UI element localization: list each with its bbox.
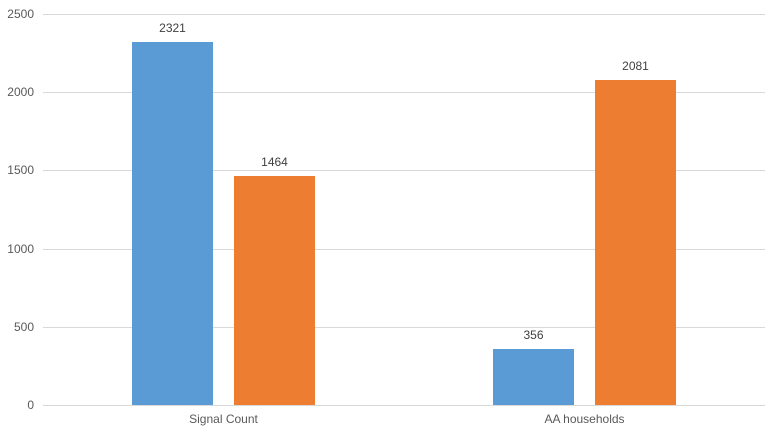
y-tick-label: 2500	[7, 7, 34, 21]
bar-series-1-signal-count	[234, 176, 315, 405]
y-tick-label: 1500	[7, 163, 34, 177]
bar-data-label: 356	[523, 328, 544, 342]
bar-series-0-signal-count	[132, 42, 213, 405]
x-axis-line	[43, 404, 765, 406]
x-category-label: Signal Count	[189, 412, 258, 426]
gridline	[43, 248, 765, 250]
y-tick-label: 500	[13, 320, 34, 334]
bar-data-label: 2081	[622, 59, 649, 73]
bar-series-0-aa-households	[493, 349, 574, 405]
y-tick-label: 0	[27, 398, 34, 412]
bar-series-1-aa-households	[595, 80, 676, 405]
y-tick-label: 1000	[7, 242, 34, 256]
gridline	[43, 91, 765, 93]
gridline	[43, 326, 765, 328]
bar-data-label: 2321	[159, 21, 186, 35]
x-category-label: AA households	[544, 412, 625, 426]
gridline	[43, 13, 765, 15]
bar-data-label: 1464	[261, 155, 288, 169]
y-tick-label: 2000	[7, 85, 34, 99]
gridline	[43, 169, 765, 171]
